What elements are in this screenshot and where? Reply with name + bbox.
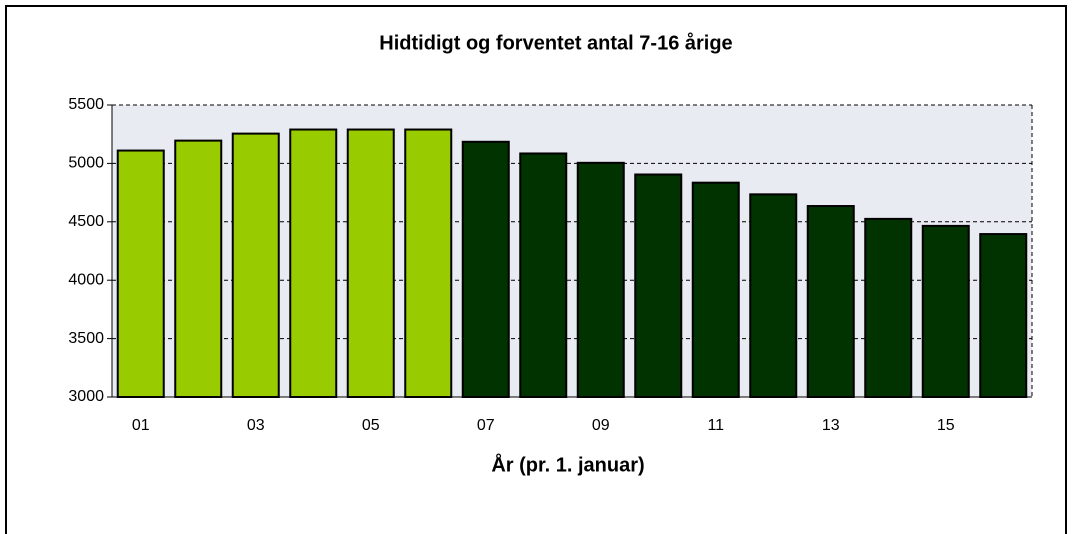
bar <box>519 152 568 398</box>
bar <box>346 128 395 398</box>
bar <box>979 233 1028 398</box>
y-tick-label: 5000 <box>68 155 104 172</box>
y-tick-label: 3000 <box>68 388 104 405</box>
bar <box>404 128 453 398</box>
bar <box>231 132 280 398</box>
y-tick-label: 5500 <box>68 96 104 113</box>
x-tick-label: 11 <box>707 417 724 434</box>
x-axis-label: År (pr. 1. januar) <box>491 452 644 476</box>
y-tick-label: 4000 <box>68 271 104 288</box>
bar <box>576 161 625 398</box>
x-tick-label: 05 <box>362 417 380 434</box>
bar <box>749 193 798 398</box>
x-tick-label: 09 <box>592 417 610 434</box>
bar <box>921 224 970 398</box>
bar <box>461 140 510 398</box>
bar <box>634 173 683 398</box>
bar <box>289 128 338 398</box>
y-tick-label: 3500 <box>68 330 104 347</box>
x-tick-label: 15 <box>937 417 955 434</box>
bar <box>864 217 913 398</box>
bar <box>691 181 740 398</box>
bar <box>116 149 165 398</box>
x-tick-label: 13 <box>822 417 840 434</box>
x-tick-label: 03 <box>247 417 265 434</box>
x-tick-label: 01 <box>132 417 150 434</box>
y-tick-label: 4500 <box>68 213 104 230</box>
x-tick-label: 07 <box>477 417 495 434</box>
chart-title: Hidtidigt og forventet antal 7-16 årige <box>379 31 732 54</box>
bar <box>174 139 223 398</box>
bar <box>806 205 855 398</box>
